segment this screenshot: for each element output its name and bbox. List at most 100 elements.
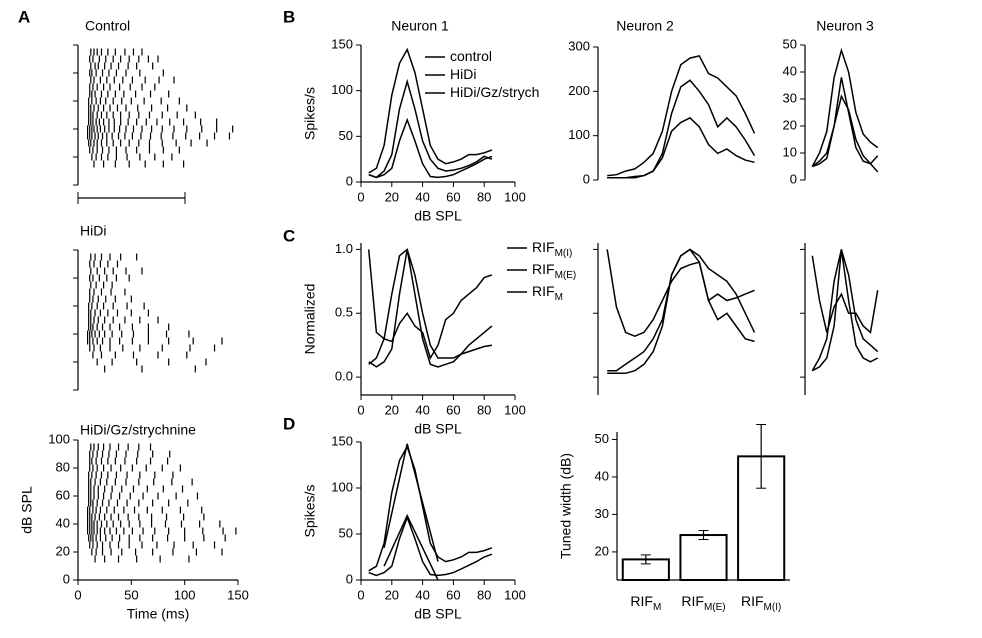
- x-tick-label: 100: [504, 189, 526, 204]
- y-tick-label: 40: [56, 515, 70, 530]
- legend-label: RIFM(I): [532, 239, 572, 259]
- legend-name: RIF: [532, 283, 555, 299]
- panel-letter: C: [283, 226, 295, 245]
- category-name: RIF: [630, 593, 653, 609]
- x-tick-label: 60: [446, 402, 460, 417]
- y-tick-label: 40: [783, 63, 797, 78]
- y-tick-label: 50: [339, 128, 353, 143]
- y-tick-label: 100: [331, 479, 353, 494]
- x-tick-label: 0: [74, 587, 81, 602]
- legend-name: RIF: [532, 261, 555, 277]
- x-axis-label: Time (ms): [127, 606, 189, 622]
- category-name: RIF: [741, 593, 764, 609]
- x-tick-label: RIFM: [630, 593, 661, 613]
- x-tick-label: RIFM(E): [681, 593, 725, 613]
- data-line: [606, 249, 755, 338]
- chart-title: HiDi: [80, 223, 106, 239]
- y-tick-label: 10: [783, 144, 797, 159]
- data-line: [811, 249, 879, 372]
- x-tick-label: 0: [357, 189, 364, 204]
- y-tick-label: 30: [595, 506, 609, 521]
- data-line: [383, 513, 439, 581]
- x-tick-label: 80: [477, 402, 491, 417]
- legend-label: HiDi: [450, 66, 476, 82]
- legend-label: RIFM: [532, 283, 563, 303]
- data-line: [811, 255, 879, 334]
- data-line: [368, 515, 493, 577]
- legend-label: control: [450, 48, 492, 64]
- data-line: [607, 248, 756, 372]
- y-tick-label: 30: [783, 90, 797, 105]
- data-line: [811, 249, 879, 372]
- data-line: [811, 94, 879, 173]
- y-tick-label: 0: [63, 571, 70, 586]
- y-tick-label: 300: [568, 38, 590, 53]
- panel-letter: D: [283, 414, 295, 433]
- legend-label: HiDi/Gz/strych: [450, 84, 539, 100]
- y-tick-label: 1.0: [335, 241, 353, 256]
- data-line: [368, 249, 493, 368]
- chart-title: Control: [85, 18, 130, 34]
- x-tick-label: RIFM(I): [741, 593, 781, 613]
- x-tick-label: 0: [357, 587, 364, 602]
- y-tick-label: 150: [331, 36, 353, 51]
- category-name: RIF: [681, 593, 704, 609]
- y-tick-label: 0: [346, 571, 353, 586]
- y-tick-label: 100: [568, 127, 590, 142]
- x-axis-label: dB SPL: [414, 208, 462, 224]
- y-tick-label: 20: [783, 117, 797, 132]
- x-tick-label: 50: [124, 587, 138, 602]
- legend-subscript: M: [555, 292, 563, 303]
- x-tick-label: 20: [385, 587, 399, 602]
- x-axis-label: dB SPL: [414, 421, 462, 437]
- y-tick-label: 150: [331, 433, 353, 448]
- x-tick-label: 40: [415, 402, 429, 417]
- data-line: [607, 248, 755, 375]
- chart-title: HiDi/Gz/strychnine: [80, 422, 196, 438]
- y-tick-label: 100: [331, 82, 353, 97]
- x-tick-label: 80: [477, 587, 491, 602]
- legend-subscript: M(E): [555, 270, 577, 281]
- y-tick-label: 0: [583, 171, 590, 186]
- x-tick-label: 60: [446, 189, 460, 204]
- y-tick-label: 0.0: [335, 369, 353, 384]
- data-line: [368, 248, 493, 365]
- data-line: [812, 77, 879, 168]
- chart-title: Neuron 2: [616, 18, 674, 34]
- x-tick-label: 40: [415, 189, 429, 204]
- x-tick-label: 80: [477, 189, 491, 204]
- data-line: [368, 117, 493, 179]
- x-tick-label: 100: [504, 402, 526, 417]
- y-tick-label: 20: [56, 543, 70, 558]
- y-axis-label: Spikes/s: [302, 87, 318, 140]
- data-line: [607, 79, 756, 179]
- x-tick-label: 20: [385, 402, 399, 417]
- y-tick-label: 100: [48, 431, 70, 446]
- y-tick-label: 80: [56, 459, 70, 474]
- y-tick-label: 200: [568, 83, 590, 98]
- chart-title: Neuron 3: [816, 18, 874, 34]
- category-subscript: M(E): [704, 602, 726, 613]
- legend-name: RIF: [532, 239, 555, 255]
- x-axis-label: dB SPL: [414, 606, 462, 622]
- data-line: [607, 116, 755, 179]
- legend-name: control: [450, 48, 492, 64]
- y-tick-label: 60: [56, 487, 70, 502]
- y-tick-label: 50: [595, 431, 609, 446]
- x-tick-label: 150: [227, 587, 249, 602]
- x-tick-label: 100: [504, 587, 526, 602]
- x-tick-label: 60: [446, 587, 460, 602]
- y-tick-label: 0: [346, 173, 353, 188]
- legend-name: HiDi/Gz/strych: [450, 84, 539, 100]
- y-tick-label: 20: [595, 543, 609, 558]
- panel-letter: B: [283, 7, 295, 26]
- y-tick-label: 0.5: [335, 305, 353, 320]
- y-tick-label: 40: [595, 468, 609, 483]
- data-line: [367, 249, 493, 360]
- data-line: [368, 78, 493, 179]
- category-subscript: M: [653, 602, 661, 613]
- y-tick-label: 0: [790, 171, 797, 186]
- legend-label: RIFM(E): [532, 261, 576, 281]
- y-axis-label: Normalized: [302, 284, 318, 355]
